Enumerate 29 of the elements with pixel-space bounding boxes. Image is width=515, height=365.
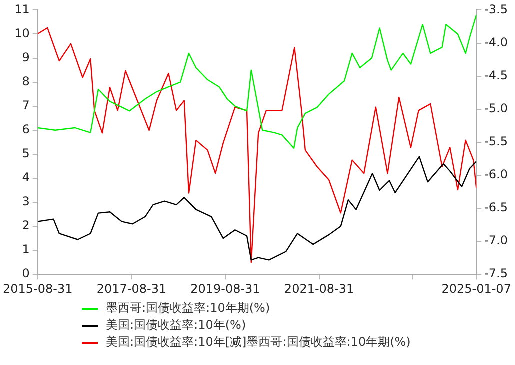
- x-tick-label: 2025-01-07: [442, 282, 512, 296]
- y-tick-label: 0: [22, 266, 30, 281]
- y2-tick-label: -4.5: [484, 68, 508, 82]
- y2-tick-label: -5.5: [484, 134, 508, 149]
- y2-tick-label: -6.0: [484, 168, 508, 182]
- y-tick-label: 7: [22, 98, 30, 112]
- x-tick-label: 2015-08-31: [2, 282, 73, 296]
- y-tick-label: 5: [22, 146, 30, 161]
- y-tick-label: 10: [14, 26, 30, 40]
- y-tick-label: 8: [22, 74, 30, 88]
- y-tick-label: 11: [14, 2, 30, 16]
- y-tick-label: 2: [22, 218, 30, 233]
- x-tick-label: 2021-08-31: [284, 282, 354, 296]
- y-tick-label: 3: [22, 194, 30, 209]
- y2-tick-label: -5.0: [484, 101, 508, 116]
- legend-label: 墨西哥:国债收益率:10年期(%): [106, 300, 270, 317]
- legend-label: 美国:国债收益率:10年(%): [106, 317, 246, 334]
- x-tick-label: 2017-08-31: [96, 282, 167, 296]
- y-tick-label: 9: [22, 50, 30, 64]
- y-tick-label: 1: [22, 242, 30, 257]
- y2-tick-label: -7.5: [484, 266, 508, 281]
- y2-tick-label: -4.0: [484, 35, 508, 50]
- y2-tick-label: -6.5: [484, 200, 508, 215]
- legend-label: 美国:国债收益率:10年[减]墨西哥:国债收益率:10年期(%): [106, 334, 411, 351]
- y2-tick-label: -7.0: [484, 234, 508, 248]
- y-tick-label: 6: [22, 122, 30, 137]
- y2-tick-label: -3.5: [484, 2, 508, 16]
- x-tick-label: 2019-08-31: [190, 282, 260, 296]
- y-tick-label: 4: [22, 170, 30, 185]
